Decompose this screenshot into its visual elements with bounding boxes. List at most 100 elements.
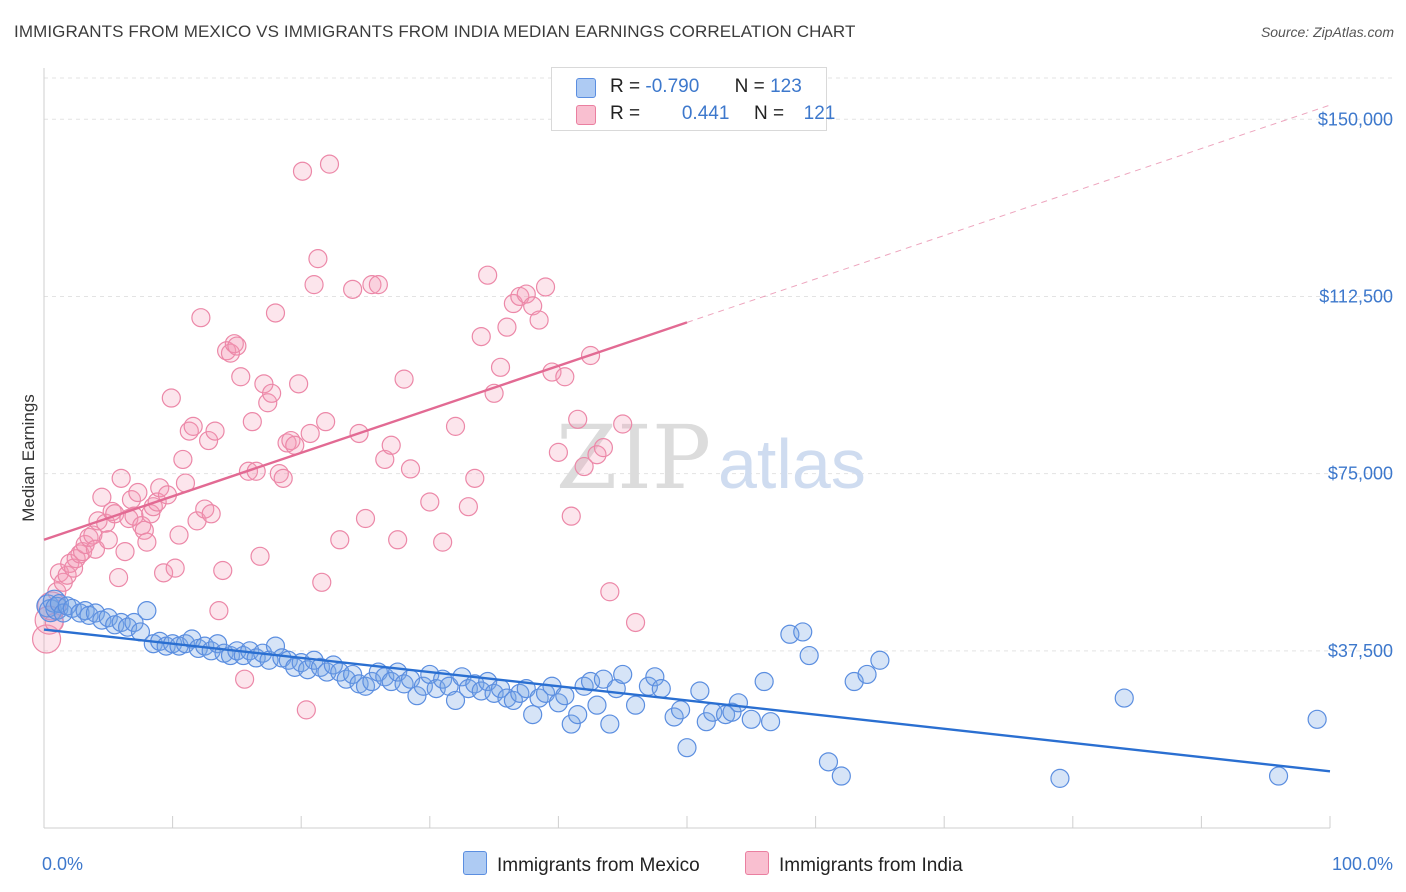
mexico-point bbox=[760, 712, 781, 732]
india-point bbox=[108, 567, 129, 588]
mexico-point bbox=[799, 645, 819, 666]
india-point bbox=[150, 478, 170, 498]
india-point bbox=[262, 383, 282, 403]
india-point bbox=[115, 541, 135, 562]
mexico-point bbox=[818, 752, 839, 772]
india-point bbox=[183, 416, 203, 436]
mexico-point bbox=[741, 709, 761, 729]
india-point bbox=[265, 303, 286, 323]
legend-r-label: R = bbox=[610, 76, 641, 97]
india-point bbox=[227, 336, 247, 356]
india-point bbox=[292, 161, 313, 181]
india-point bbox=[111, 468, 131, 488]
india-point bbox=[201, 504, 221, 524]
legend-n-value-mexico: 123 bbox=[770, 76, 802, 97]
legend-n-label: N = bbox=[753, 103, 785, 124]
india-point bbox=[362, 275, 382, 295]
india-point bbox=[304, 275, 324, 295]
india-point bbox=[420, 492, 440, 512]
mexico-point bbox=[407, 686, 427, 706]
india-point bbox=[296, 700, 316, 720]
india-point bbox=[568, 409, 588, 429]
india-point bbox=[355, 508, 376, 529]
india-point bbox=[289, 374, 309, 394]
mexico-point bbox=[728, 693, 749, 713]
y-tick-label: $150,000 bbox=[1318, 109, 1393, 129]
india-point bbox=[191, 308, 211, 328]
mexico-point bbox=[49, 593, 70, 614]
india-point bbox=[548, 442, 569, 462]
mexico-point bbox=[870, 650, 890, 670]
mexico-point bbox=[445, 690, 466, 711]
india-point bbox=[258, 393, 278, 413]
mexico-point bbox=[124, 612, 144, 633]
india-point bbox=[330, 530, 350, 550]
mexico-point bbox=[690, 681, 710, 701]
india-point bbox=[250, 546, 270, 566]
india-point bbox=[300, 423, 320, 444]
mexico-point bbox=[696, 712, 716, 732]
mexico-point bbox=[1114, 688, 1134, 708]
india-trend-extension bbox=[686, 104, 1331, 323]
india-point bbox=[478, 265, 498, 285]
india-point bbox=[92, 487, 112, 507]
x-tick-label-min: 0.0% bbox=[42, 854, 83, 874]
india-point bbox=[128, 482, 148, 503]
india-point bbox=[285, 435, 305, 455]
bottom-legend-label-india: Immigrants from India bbox=[779, 855, 963, 876]
mexico-points bbox=[36, 589, 1327, 788]
mexico-point bbox=[561, 714, 581, 734]
watermark-atlas: atlas bbox=[718, 425, 866, 503]
india-trend-line bbox=[43, 321, 688, 541]
india-point bbox=[574, 456, 594, 477]
y-tick-label: $37,500 bbox=[1328, 641, 1393, 661]
mexico-point bbox=[555, 686, 575, 706]
x-tick-label-max: 100.0% bbox=[1332, 854, 1393, 874]
mexico-point bbox=[677, 738, 697, 758]
mexico-point bbox=[343, 664, 363, 685]
correlation-legend: R = -0.790 N = 123 R = 0.441 N = 121 bbox=[551, 67, 835, 131]
india-point bbox=[137, 532, 157, 552]
mexico-point bbox=[625, 695, 646, 715]
india-point bbox=[529, 310, 549, 330]
india-point bbox=[465, 468, 485, 488]
mexico-point bbox=[831, 766, 851, 786]
india-point bbox=[165, 558, 185, 578]
mexico-point bbox=[439, 676, 459, 696]
india-point bbox=[535, 277, 556, 297]
india-point bbox=[224, 334, 244, 354]
india-points bbox=[31, 154, 646, 720]
india-point bbox=[343, 279, 363, 299]
india-point bbox=[625, 612, 646, 633]
india-point bbox=[242, 412, 262, 432]
mexico-point bbox=[754, 671, 774, 692]
india-point bbox=[445, 416, 466, 436]
india-point bbox=[161, 388, 181, 408]
legend-swatch-mexico bbox=[576, 78, 596, 98]
bottom-legend-mexico: Immigrants from Mexico bbox=[463, 851, 700, 877]
india-point bbox=[98, 530, 118, 550]
y-tick-label: $112,500 bbox=[1319, 286, 1393, 306]
mexico-point bbox=[523, 704, 543, 725]
india-point bbox=[600, 582, 620, 602]
y-axis-label: Median Earnings bbox=[19, 394, 38, 522]
india-point bbox=[273, 468, 293, 488]
mexico-trend-line bbox=[43, 628, 1331, 773]
mexico-point bbox=[593, 669, 614, 689]
india-point bbox=[205, 421, 225, 441]
mexico-point bbox=[722, 702, 742, 722]
india-point bbox=[490, 357, 511, 377]
india-point bbox=[319, 154, 340, 174]
india-point bbox=[561, 506, 581, 526]
india-point bbox=[153, 563, 174, 583]
source-credit: Source: ZipAtlas.com bbox=[1260, 24, 1394, 40]
mexico-point bbox=[793, 622, 813, 642]
legend-stats-india: R = 0.441 N = 121 bbox=[610, 103, 835, 125]
legend-r-value-mexico: -0.790 bbox=[645, 76, 700, 97]
legend-stats-mexico: R = -0.790 N = 123 bbox=[610, 76, 802, 98]
india-point bbox=[312, 572, 332, 592]
mexico-point bbox=[137, 601, 157, 621]
bottom-legend-label-mexico: Immigrants from Mexico bbox=[497, 855, 700, 876]
mexico-point bbox=[1307, 709, 1327, 729]
bottom-legend-india: Immigrants from India bbox=[745, 851, 963, 877]
